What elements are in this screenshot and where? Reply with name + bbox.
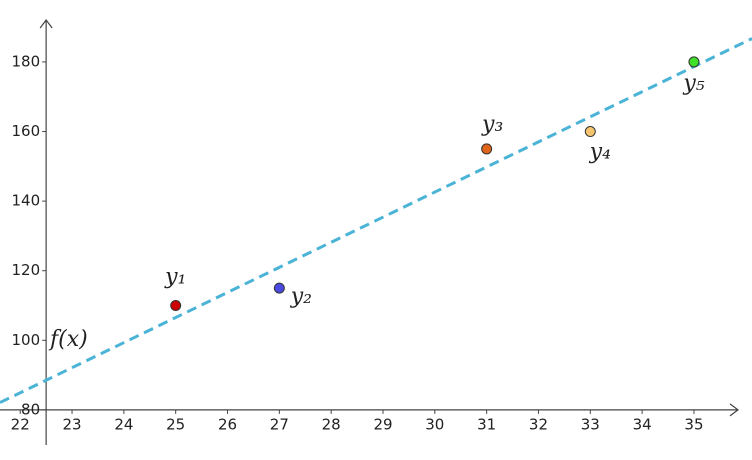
point <box>584 126 596 138</box>
x-tick-label: 34 <box>633 415 652 433</box>
x-tick-label: 25 <box>166 415 185 433</box>
x-tick-label: 28 <box>322 415 341 433</box>
point-label: y₂ <box>290 284 312 309</box>
y-tick-label: 180 <box>11 52 40 70</box>
point <box>170 300 182 312</box>
x-tick-label: 35 <box>684 415 703 433</box>
x-tick-label: 23 <box>62 415 81 433</box>
y-tick-label: 140 <box>11 192 40 210</box>
y-tick-label: 80 <box>21 400 40 418</box>
x-tick-label: 27 <box>270 415 289 433</box>
point <box>481 143 493 155</box>
point-label: y₄ <box>589 140 611 165</box>
y-tick-label: 120 <box>11 261 40 279</box>
x-tick-label: 26 <box>218 415 237 433</box>
trend-label: f(x) <box>48 327 88 352</box>
point <box>688 56 700 68</box>
point-label: y₃ <box>481 112 503 137</box>
trend-line <box>0 37 752 404</box>
x-tick-label: 30 <box>425 415 444 433</box>
x-tick-label: 29 <box>373 415 392 433</box>
y-tick-label: 100 <box>11 331 40 349</box>
x-tick-label: 33 <box>581 415 600 433</box>
x-tick-label: 24 <box>114 415 133 433</box>
y-axis-arrow <box>39 19 53 29</box>
x-tick-label: 32 <box>529 415 548 433</box>
x-tick-label: 22 <box>11 415 30 433</box>
x-tick-label: 31 <box>477 415 496 433</box>
point-label: y₁ <box>164 265 186 290</box>
point <box>273 282 285 294</box>
x-axis-arrow <box>729 403 739 417</box>
y-tick-label: 160 <box>11 122 40 140</box>
point-label: y₅ <box>682 71 704 96</box>
